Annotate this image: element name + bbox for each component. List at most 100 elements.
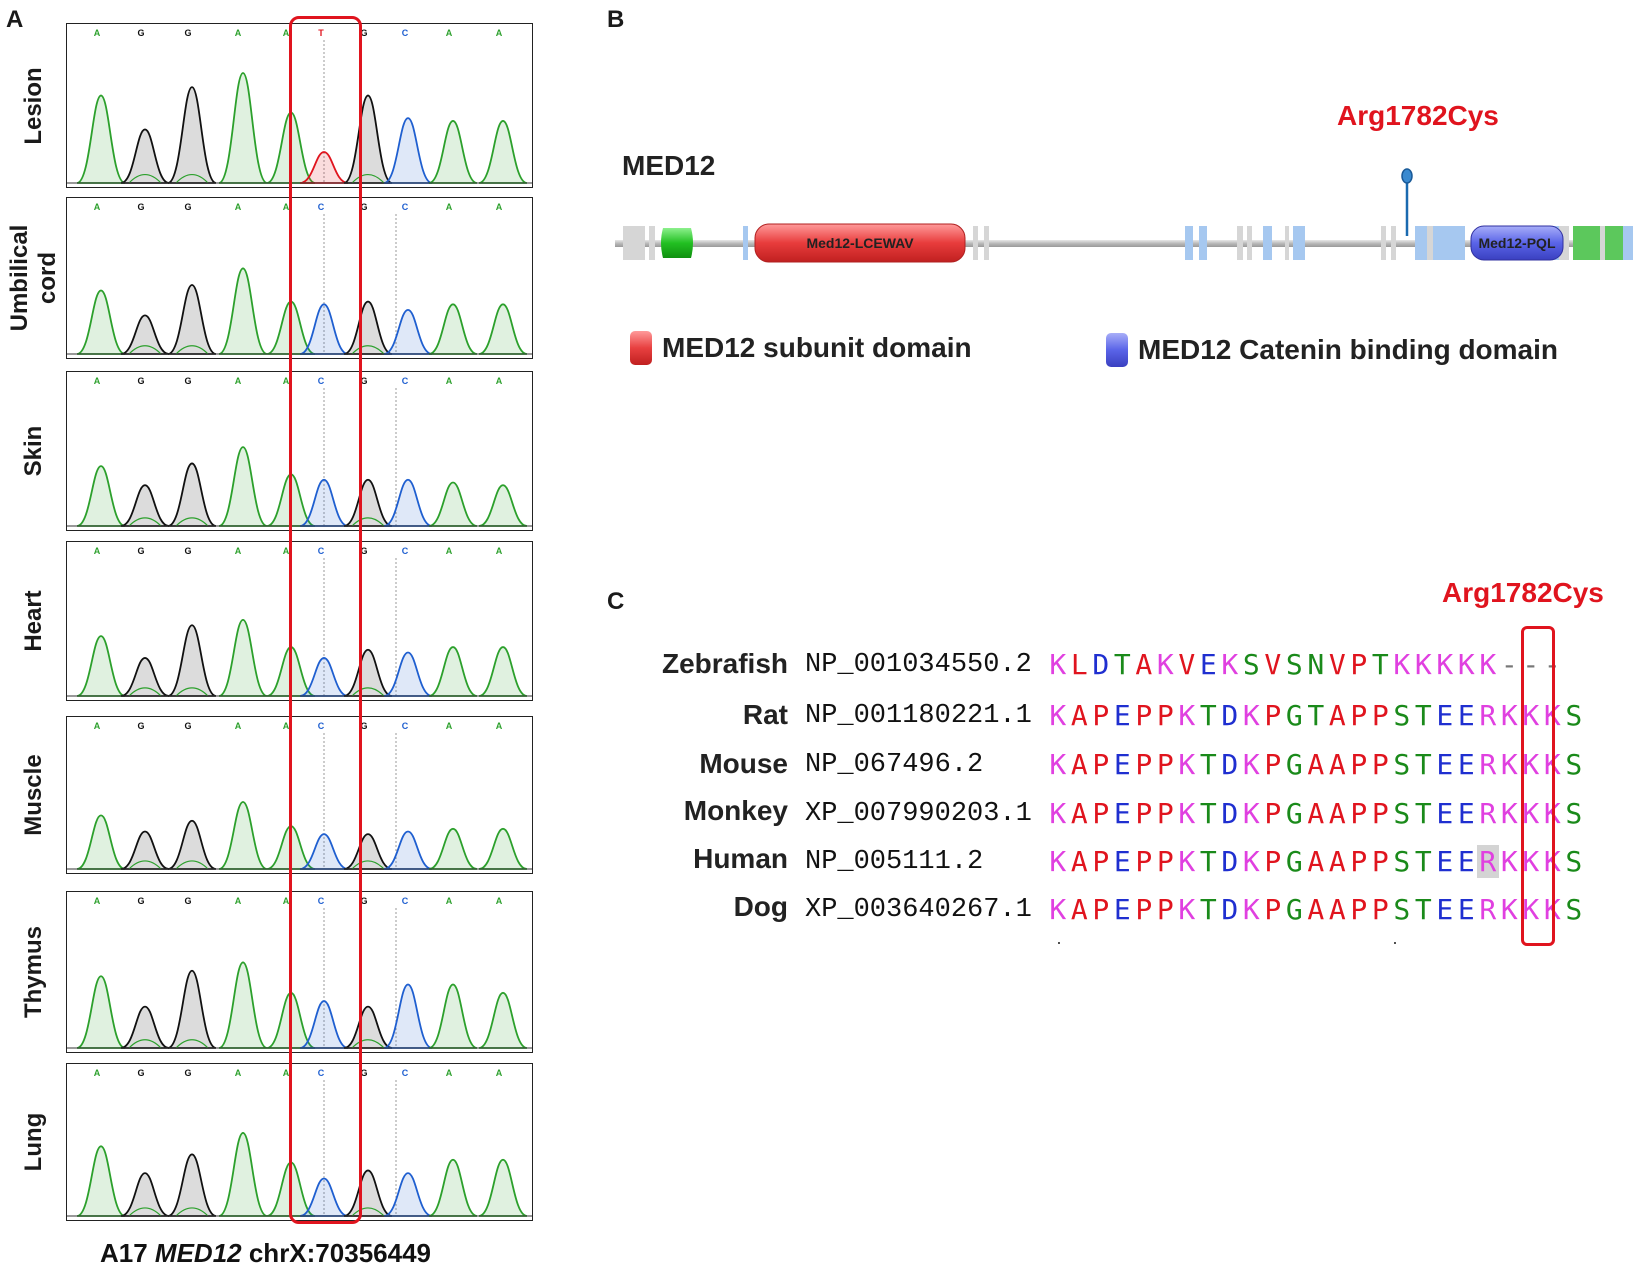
chromatogram-peak	[76, 975, 126, 1049]
conservation-dot: ·	[1392, 932, 1398, 952]
chromatogram-peak	[343, 833, 393, 870]
amino-acid-residue: P	[1092, 797, 1110, 830]
amino-acid-residue: K	[1500, 797, 1518, 830]
amino-acid-residue: T	[1414, 845, 1432, 878]
legend-subunit-label: MED12 subunit domain	[662, 332, 972, 363]
tissue-label: Skin	[20, 425, 47, 477]
chromatogram-peak	[383, 830, 433, 870]
base-call-letter: A	[496, 1068, 503, 1078]
base-call-letter: A	[235, 376, 242, 386]
amino-acid-residue: D	[1221, 699, 1239, 732]
amino-acid-residue: K	[1049, 797, 1067, 830]
amino-acid-residue: K	[1242, 797, 1260, 830]
disordered-region	[1263, 226, 1272, 260]
base-call-letter: A	[446, 546, 453, 556]
amino-acid-residue: -	[1522, 648, 1540, 681]
chromatogram-peak	[120, 1172, 170, 1217]
chromatogram-peak	[218, 267, 268, 355]
amino-acid-residue: K	[1178, 699, 1196, 732]
accession-id: NP_005111.2	[805, 847, 984, 877]
amino-acid-residue: T	[1199, 748, 1217, 781]
low-complexity-region	[1559, 226, 1569, 260]
chromatogram-peak	[299, 478, 349, 527]
low-complexity-region	[1381, 226, 1386, 260]
amino-acid-residue: T	[1113, 648, 1131, 681]
chromatogram-peak	[343, 1005, 393, 1049]
amino-acid-residue: A	[1135, 648, 1153, 681]
amino-acid-residue: K	[1049, 748, 1067, 781]
chromatogram-peak	[120, 657, 170, 697]
species-label: Mouse	[699, 748, 788, 779]
chromatogram-peak	[120, 830, 170, 870]
amino-acid-residue: K	[1414, 648, 1432, 681]
disordered-region	[1185, 226, 1193, 260]
species-label: Zebrafish	[661, 648, 788, 679]
base-call-letter: A	[496, 28, 503, 38]
amino-acid-residue: K	[1156, 648, 1174, 681]
chromatogram-peak	[167, 1153, 217, 1217]
c-terminal-green-region	[1573, 226, 1623, 260]
base-call-letter: A	[446, 721, 453, 731]
species-label: Dog	[733, 891, 788, 922]
amino-acid-residue: K	[1500, 893, 1518, 926]
chromatogram-minor-peak	[128, 860, 162, 870]
amino-acid-residue: A	[1070, 845, 1088, 878]
base-call-letter: A	[283, 721, 290, 731]
amino-acid-residue: R	[1477, 845, 1499, 878]
chromatogram-peak	[428, 1158, 478, 1217]
amino-acid-residue: -	[1500, 648, 1518, 681]
base-call-letter: C	[402, 376, 409, 386]
base-call-letter: T	[318, 28, 324, 38]
amino-acid-residue: A	[1070, 893, 1088, 926]
chromatogram-peak	[167, 462, 217, 527]
chromatogram-minor-peak	[175, 1039, 209, 1049]
chromatogram-peak	[478, 120, 528, 184]
chromatogram-peak	[218, 72, 268, 184]
protein-gene-name: MED12	[622, 150, 716, 181]
chromatogram-minor-peak	[128, 1039, 162, 1049]
base-call-letter: G	[184, 721, 191, 731]
base-call-letter: G	[137, 28, 144, 38]
chromatogram-peak	[428, 481, 478, 527]
amino-acid-residue: K	[1242, 845, 1260, 878]
amino-acid-residue: K	[1393, 648, 1411, 681]
amino-acid-residue: K	[1049, 845, 1067, 878]
tissue-label: Lesion	[20, 66, 47, 145]
chromatogram-peak	[343, 300, 393, 355]
base-call-letter: A	[94, 28, 101, 38]
amino-acid-residue: D	[1221, 845, 1239, 878]
panel-c-letter: C	[607, 588, 625, 615]
chromatogram-peak	[299, 151, 349, 184]
amino-acid-residue: A	[1307, 893, 1325, 926]
base-call-letter: A	[235, 202, 242, 212]
tissue-label: Thymus	[20, 925, 47, 1019]
amino-acid-residue: P	[1135, 699, 1153, 732]
amino-acid-residue: P	[1156, 893, 1174, 926]
base-call-letter: G	[184, 28, 191, 38]
amino-acid-residue: P	[1264, 797, 1282, 830]
domain-1-label: Med12-LCEWAV	[806, 235, 914, 251]
amino-acid-residue: A	[1328, 748, 1346, 781]
amino-acid-residue: E	[1113, 748, 1131, 781]
base-call-letter: A	[235, 896, 242, 906]
base-call-letter: G	[360, 896, 367, 906]
chromatogram-peak	[428, 120, 478, 184]
base-call-letter: G	[360, 376, 367, 386]
chromatogram-peak	[167, 284, 217, 355]
chromatogram-peak	[343, 478, 393, 527]
base-call-letter: G	[137, 721, 144, 731]
base-call-letter: A	[94, 376, 101, 386]
med12-catenin-binding-domain	[1470, 225, 1564, 261]
tissue-label: Heart	[20, 590, 47, 652]
amino-acid-residue: E	[1457, 699, 1475, 732]
amino-acid-residue: K	[1522, 845, 1540, 878]
chromatogram-minor-peak	[175, 1207, 209, 1217]
base-call-letter: A	[94, 1068, 101, 1078]
base-call-letter: G	[360, 546, 367, 556]
amino-acid-residue: P	[1156, 699, 1174, 732]
base-call-letter: A	[283, 546, 290, 556]
chromatogram-peak	[218, 961, 268, 1049]
